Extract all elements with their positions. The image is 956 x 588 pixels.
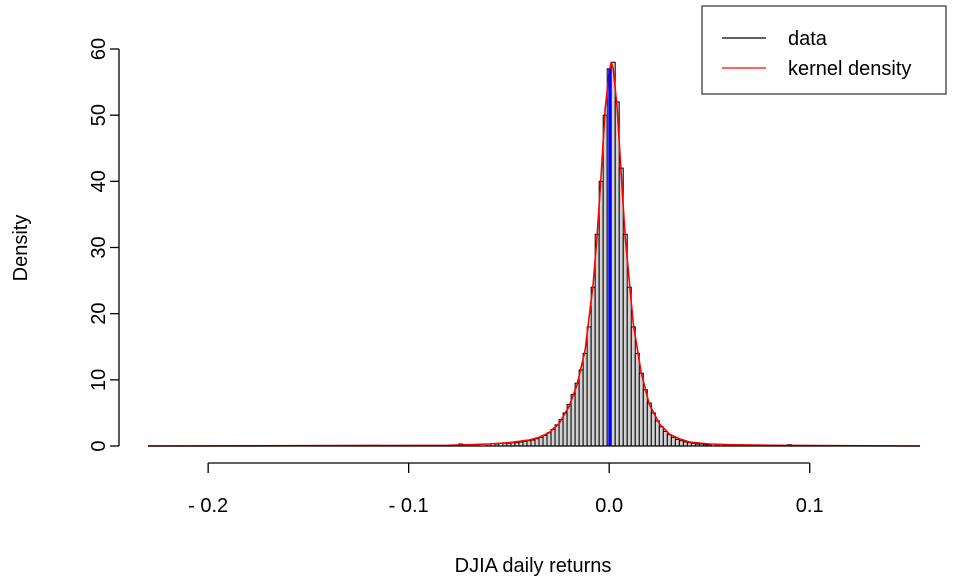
y-tick-label-4: 40 <box>88 170 110 192</box>
x-tick-label-3: 0.1 <box>796 495 824 517</box>
histogram-bar-33 <box>618 167 624 447</box>
y-axis-title: Density <box>10 215 32 282</box>
histogram-bar-42 <box>654 420 660 447</box>
y-tick-label-6: 60 <box>88 38 110 60</box>
histogram-bar-17 <box>554 424 560 447</box>
y-tick-label-2: 20 <box>88 303 110 325</box>
histogram-bar-15 <box>546 432 552 447</box>
histogram-bar-39 <box>642 389 648 447</box>
histogram-bar-29 <box>602 114 608 447</box>
histogram-bar-47 <box>674 438 680 447</box>
histogram-bar-38 <box>638 372 644 447</box>
histogram-bar-9 <box>522 440 528 447</box>
histogram-bar-26 <box>590 286 596 447</box>
histogram-bar-46 <box>670 436 676 447</box>
histogram-bar-27 <box>594 233 600 447</box>
histogram-bar-25 <box>586 326 592 447</box>
histogram-bar-44 <box>662 430 668 447</box>
histogram-bar-23 <box>578 369 584 447</box>
legend-box <box>701 5 947 95</box>
legend-label-data: data <box>788 28 828 50</box>
histogram-bar-37 <box>634 352 640 447</box>
histogram-bar-35 <box>626 286 632 447</box>
histogram-bar-40 <box>646 402 652 447</box>
kernel-density-line <box>147 61 921 447</box>
histogram-bar-31 <box>610 61 616 447</box>
histogram-bar-21 <box>570 393 576 447</box>
x-axis-title: DJIA daily returns <box>455 555 612 577</box>
histogram-bar-14 <box>542 434 548 447</box>
y-tick-label-1: 10 <box>88 369 110 391</box>
y-tick-label-0: 0 <box>88 440 110 451</box>
histogram-bar-41 <box>650 412 656 447</box>
histogram-bar-11 <box>530 439 536 447</box>
histogram-bars <box>458 61 793 447</box>
histogram-bar-16 <box>550 428 556 447</box>
y-axis: 0 10 20 30 40 50 60 <box>88 38 120 452</box>
kernel-density-series <box>147 61 921 447</box>
histogram-bar-22 <box>574 382 580 447</box>
x-tick-label-2: 0.0 <box>595 495 623 517</box>
legend-label-kernel-density: kernel density <box>788 58 911 80</box>
histogram-bar-34 <box>622 233 628 447</box>
histogram-bar-24 <box>582 352 588 447</box>
histogram-bar-48 <box>678 440 684 447</box>
x-tick-label-0: - 0.2 <box>188 495 228 517</box>
histogram-bar-28 <box>598 180 604 447</box>
x-tick-label-1: - 0.1 <box>389 495 429 517</box>
y-tick-label-3: 30 <box>88 236 110 258</box>
histogram-bar-36 <box>630 326 636 447</box>
histogram-bar-12 <box>534 438 540 447</box>
histogram-bar-43 <box>658 426 664 447</box>
histogram-bar-32 <box>614 101 620 447</box>
y-tick-label-5: 50 <box>88 104 110 126</box>
histogram-bar-13 <box>538 436 544 447</box>
histogram-bar-45 <box>666 434 672 447</box>
x-axis: - 0.2 - 0.1 0.0 0.1 <box>188 462 824 517</box>
histogram-bar-20 <box>566 403 572 447</box>
legend: data kernel density <box>701 5 947 95</box>
histogram-bar-10 <box>526 440 532 447</box>
histogram-bar-19 <box>562 412 568 447</box>
